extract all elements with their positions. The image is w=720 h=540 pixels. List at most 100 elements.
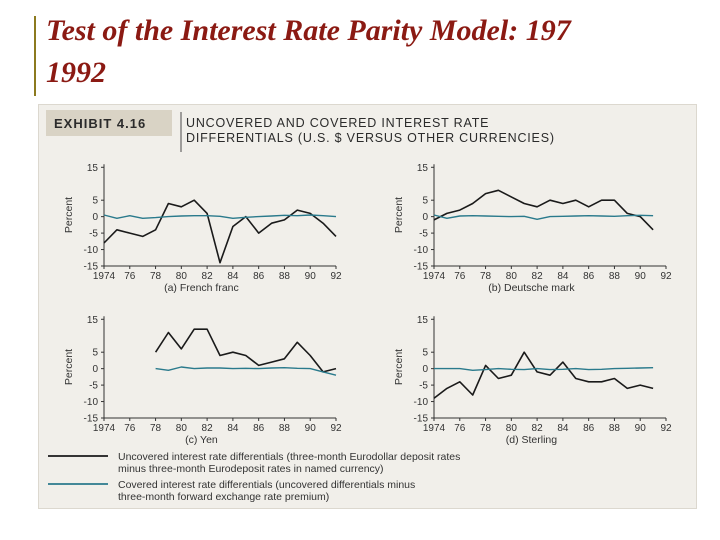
panel-caption: (d) Sterling	[506, 434, 558, 446]
panel-caption: (a) French franc	[164, 282, 239, 294]
y-tick-label: 5	[422, 348, 428, 359]
y-tick-label: -15	[414, 414, 429, 425]
x-tick-label: 78	[150, 271, 162, 282]
x-tick-label: 76	[454, 423, 466, 434]
y-tick-label: 15	[417, 163, 429, 174]
x-tick-label: 76	[124, 271, 136, 282]
x-tick-label: 92	[330, 271, 342, 282]
x-tick-label: 80	[506, 423, 518, 434]
x-tick-label: 92	[660, 423, 672, 434]
x-tick-label: 76	[454, 271, 466, 282]
y-tick-label: -5	[89, 229, 98, 240]
slide-title-line-1: Test of the Interest Rate Parity Model: …	[46, 14, 571, 47]
x-tick-label: 86	[253, 271, 265, 282]
x-tick-label: 84	[557, 423, 569, 434]
exhibit-svg: EXHIBIT 4.16 UNCOVERED AND COVERED INTER…	[46, 110, 672, 503]
series-uncovered-line	[433, 189, 654, 231]
exhibit-label: EXHIBIT 4.16	[54, 116, 146, 131]
y-tick-label: 0	[92, 364, 98, 375]
x-tick-label: 90	[305, 271, 317, 282]
y-tick-label: -15	[414, 262, 429, 273]
y-tick-label: -15	[84, 414, 99, 425]
y-tick-label: 0	[422, 212, 428, 223]
series-uncovered-line	[154, 328, 337, 373]
legend-text: three-month forward exchange rate premiu…	[118, 491, 329, 503]
x-tick-label: 1974	[423, 271, 446, 282]
x-tick-label: 80	[176, 423, 188, 434]
legend-text: Covered interest rate differentials (unc…	[118, 479, 415, 491]
y-tick-label: 0	[92, 212, 98, 223]
x-tick-label: 92	[330, 423, 342, 434]
x-tick-label: 80	[176, 271, 188, 282]
exhibit-heading-line-2: DIFFERENTIALS (U.S. $ VERSUS OTHER CURRE…	[186, 131, 555, 145]
exhibit-label-box	[46, 110, 172, 136]
y-axis-label: Percent	[63, 197, 75, 233]
x-tick-label: 86	[583, 271, 595, 282]
x-tick-label: 88	[279, 271, 291, 282]
x-tick-label: 1974	[93, 271, 116, 282]
series-covered-line	[434, 367, 654, 371]
x-tick-label: 88	[279, 423, 291, 434]
x-tick-label: 90	[635, 271, 647, 282]
y-axis-label: Percent	[63, 349, 75, 385]
panel-caption: (b) Deutsche mark	[488, 282, 575, 294]
x-tick-label: 84	[227, 271, 239, 282]
x-tick-label: 1974	[423, 423, 446, 434]
y-axis-label: Percent	[393, 197, 405, 233]
x-tick-label: 90	[635, 423, 647, 434]
x-tick-label: 82	[202, 423, 214, 434]
y-tick-label: 15	[417, 315, 429, 326]
x-tick-label: 86	[253, 423, 265, 434]
x-tick-label: 78	[480, 271, 492, 282]
y-tick-label: 5	[92, 348, 98, 359]
exhibit-heading-line-1: UNCOVERED AND COVERED INTEREST RATE	[186, 116, 489, 130]
x-tick-label: 92	[660, 271, 672, 282]
legend-text: Uncovered interest rate differentials (t…	[118, 451, 460, 463]
x-tick-label: 1974	[93, 423, 116, 434]
y-tick-label: 0	[422, 364, 428, 375]
exhibit-figure: EXHIBIT 4.16 UNCOVERED AND COVERED INTER…	[38, 104, 697, 509]
y-tick-label: -15	[84, 262, 99, 273]
y-tick-label: -10	[414, 245, 429, 256]
y-axis-label: Percent	[393, 349, 405, 385]
x-tick-label: 78	[480, 423, 492, 434]
y-tick-label: -10	[84, 397, 99, 408]
title-accent-bar	[34, 16, 36, 96]
series-uncovered-line	[103, 199, 337, 264]
series-covered-line	[103, 214, 337, 220]
x-tick-label: 88	[609, 271, 621, 282]
series-covered-line	[155, 366, 337, 376]
y-tick-label: -5	[89, 381, 98, 392]
x-tick-label: 78	[150, 423, 162, 434]
slide-title: Test of the Interest Rate Parity Model: …	[46, 10, 720, 94]
x-tick-label: 76	[124, 423, 136, 434]
x-tick-label: 86	[583, 423, 595, 434]
y-tick-label: -10	[84, 245, 99, 256]
series-uncovered-line	[433, 351, 654, 399]
y-tick-label: -5	[419, 381, 428, 392]
x-tick-label: 90	[305, 423, 317, 434]
x-tick-label: 84	[557, 271, 569, 282]
y-tick-label: -5	[419, 229, 428, 240]
legend-text: minus three-month Eurodeposit rates in n…	[118, 463, 384, 475]
y-tick-label: 5	[422, 196, 428, 207]
x-tick-label: 82	[532, 271, 544, 282]
y-tick-label: -10	[414, 397, 429, 408]
x-tick-label: 82	[532, 423, 544, 434]
x-tick-label: 80	[506, 271, 518, 282]
x-tick-label: 84	[227, 423, 239, 434]
y-tick-label: 15	[87, 163, 99, 174]
slide-title-line-2: 1992	[46, 56, 106, 89]
x-tick-label: 88	[609, 423, 621, 434]
y-tick-label: 15	[87, 315, 99, 326]
chart-legend: Uncovered interest rate differentials (t…	[48, 451, 460, 503]
y-tick-label: 5	[92, 196, 98, 207]
panel-caption: (c) Yen	[185, 434, 218, 446]
series-covered-line	[433, 214, 654, 221]
x-tick-label: 82	[202, 271, 214, 282]
